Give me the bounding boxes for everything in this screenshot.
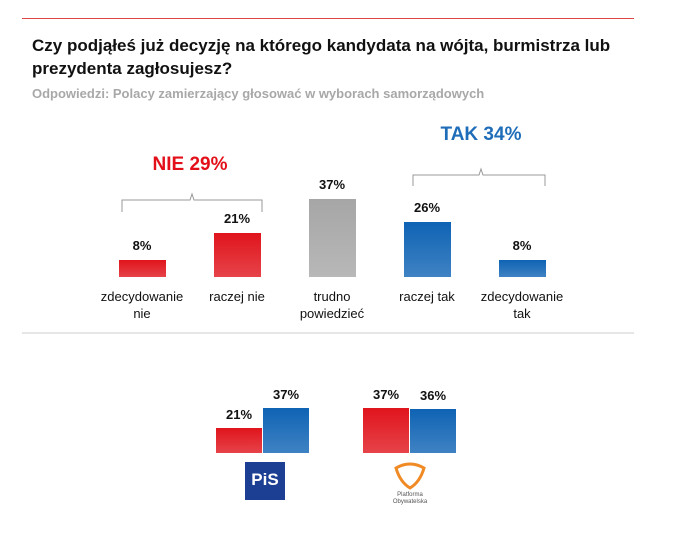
value-label: 37% xyxy=(272,387,300,403)
logo-mark xyxy=(394,462,426,490)
bar xyxy=(410,409,456,453)
bar xyxy=(363,408,409,453)
bar xyxy=(309,199,356,277)
bar xyxy=(214,232,261,277)
value-label: 37% xyxy=(318,177,346,193)
category-label: zdecydowanie nie xyxy=(100,289,184,321)
bar xyxy=(216,427,262,453)
value-label: 36% xyxy=(419,388,447,404)
value-label: 26% xyxy=(413,200,441,216)
logo-text: PiS xyxy=(251,470,279,489)
value-label: 8% xyxy=(132,238,152,254)
bar xyxy=(263,408,309,453)
value-label: 21% xyxy=(223,210,251,226)
category-label: zdecydowanie tak xyxy=(480,289,564,321)
category-label: trudno powiedzieć xyxy=(299,289,365,321)
logo-text: Platforma Obywatelska xyxy=(392,492,428,505)
top-rule xyxy=(22,18,634,19)
group-label: TAK 34% xyxy=(440,124,522,145)
bracket xyxy=(121,192,263,212)
value-label: 37% xyxy=(372,387,400,403)
bar xyxy=(404,222,451,277)
value-label: 21% xyxy=(225,406,253,422)
category-label: raczej tak xyxy=(399,289,455,304)
category-label: raczej nie xyxy=(209,289,265,304)
value-label: 8% xyxy=(512,238,532,254)
bracket xyxy=(412,167,546,186)
bar xyxy=(119,260,166,277)
title: Czy podjąłeś już decyzję na którego kand… xyxy=(32,36,611,78)
group-label: NIE 29% xyxy=(152,154,228,175)
bar xyxy=(499,260,546,277)
subtitle: Odpowiedzi: Polacy zamierzający głosować… xyxy=(32,86,485,101)
logo-box xyxy=(245,462,285,500)
